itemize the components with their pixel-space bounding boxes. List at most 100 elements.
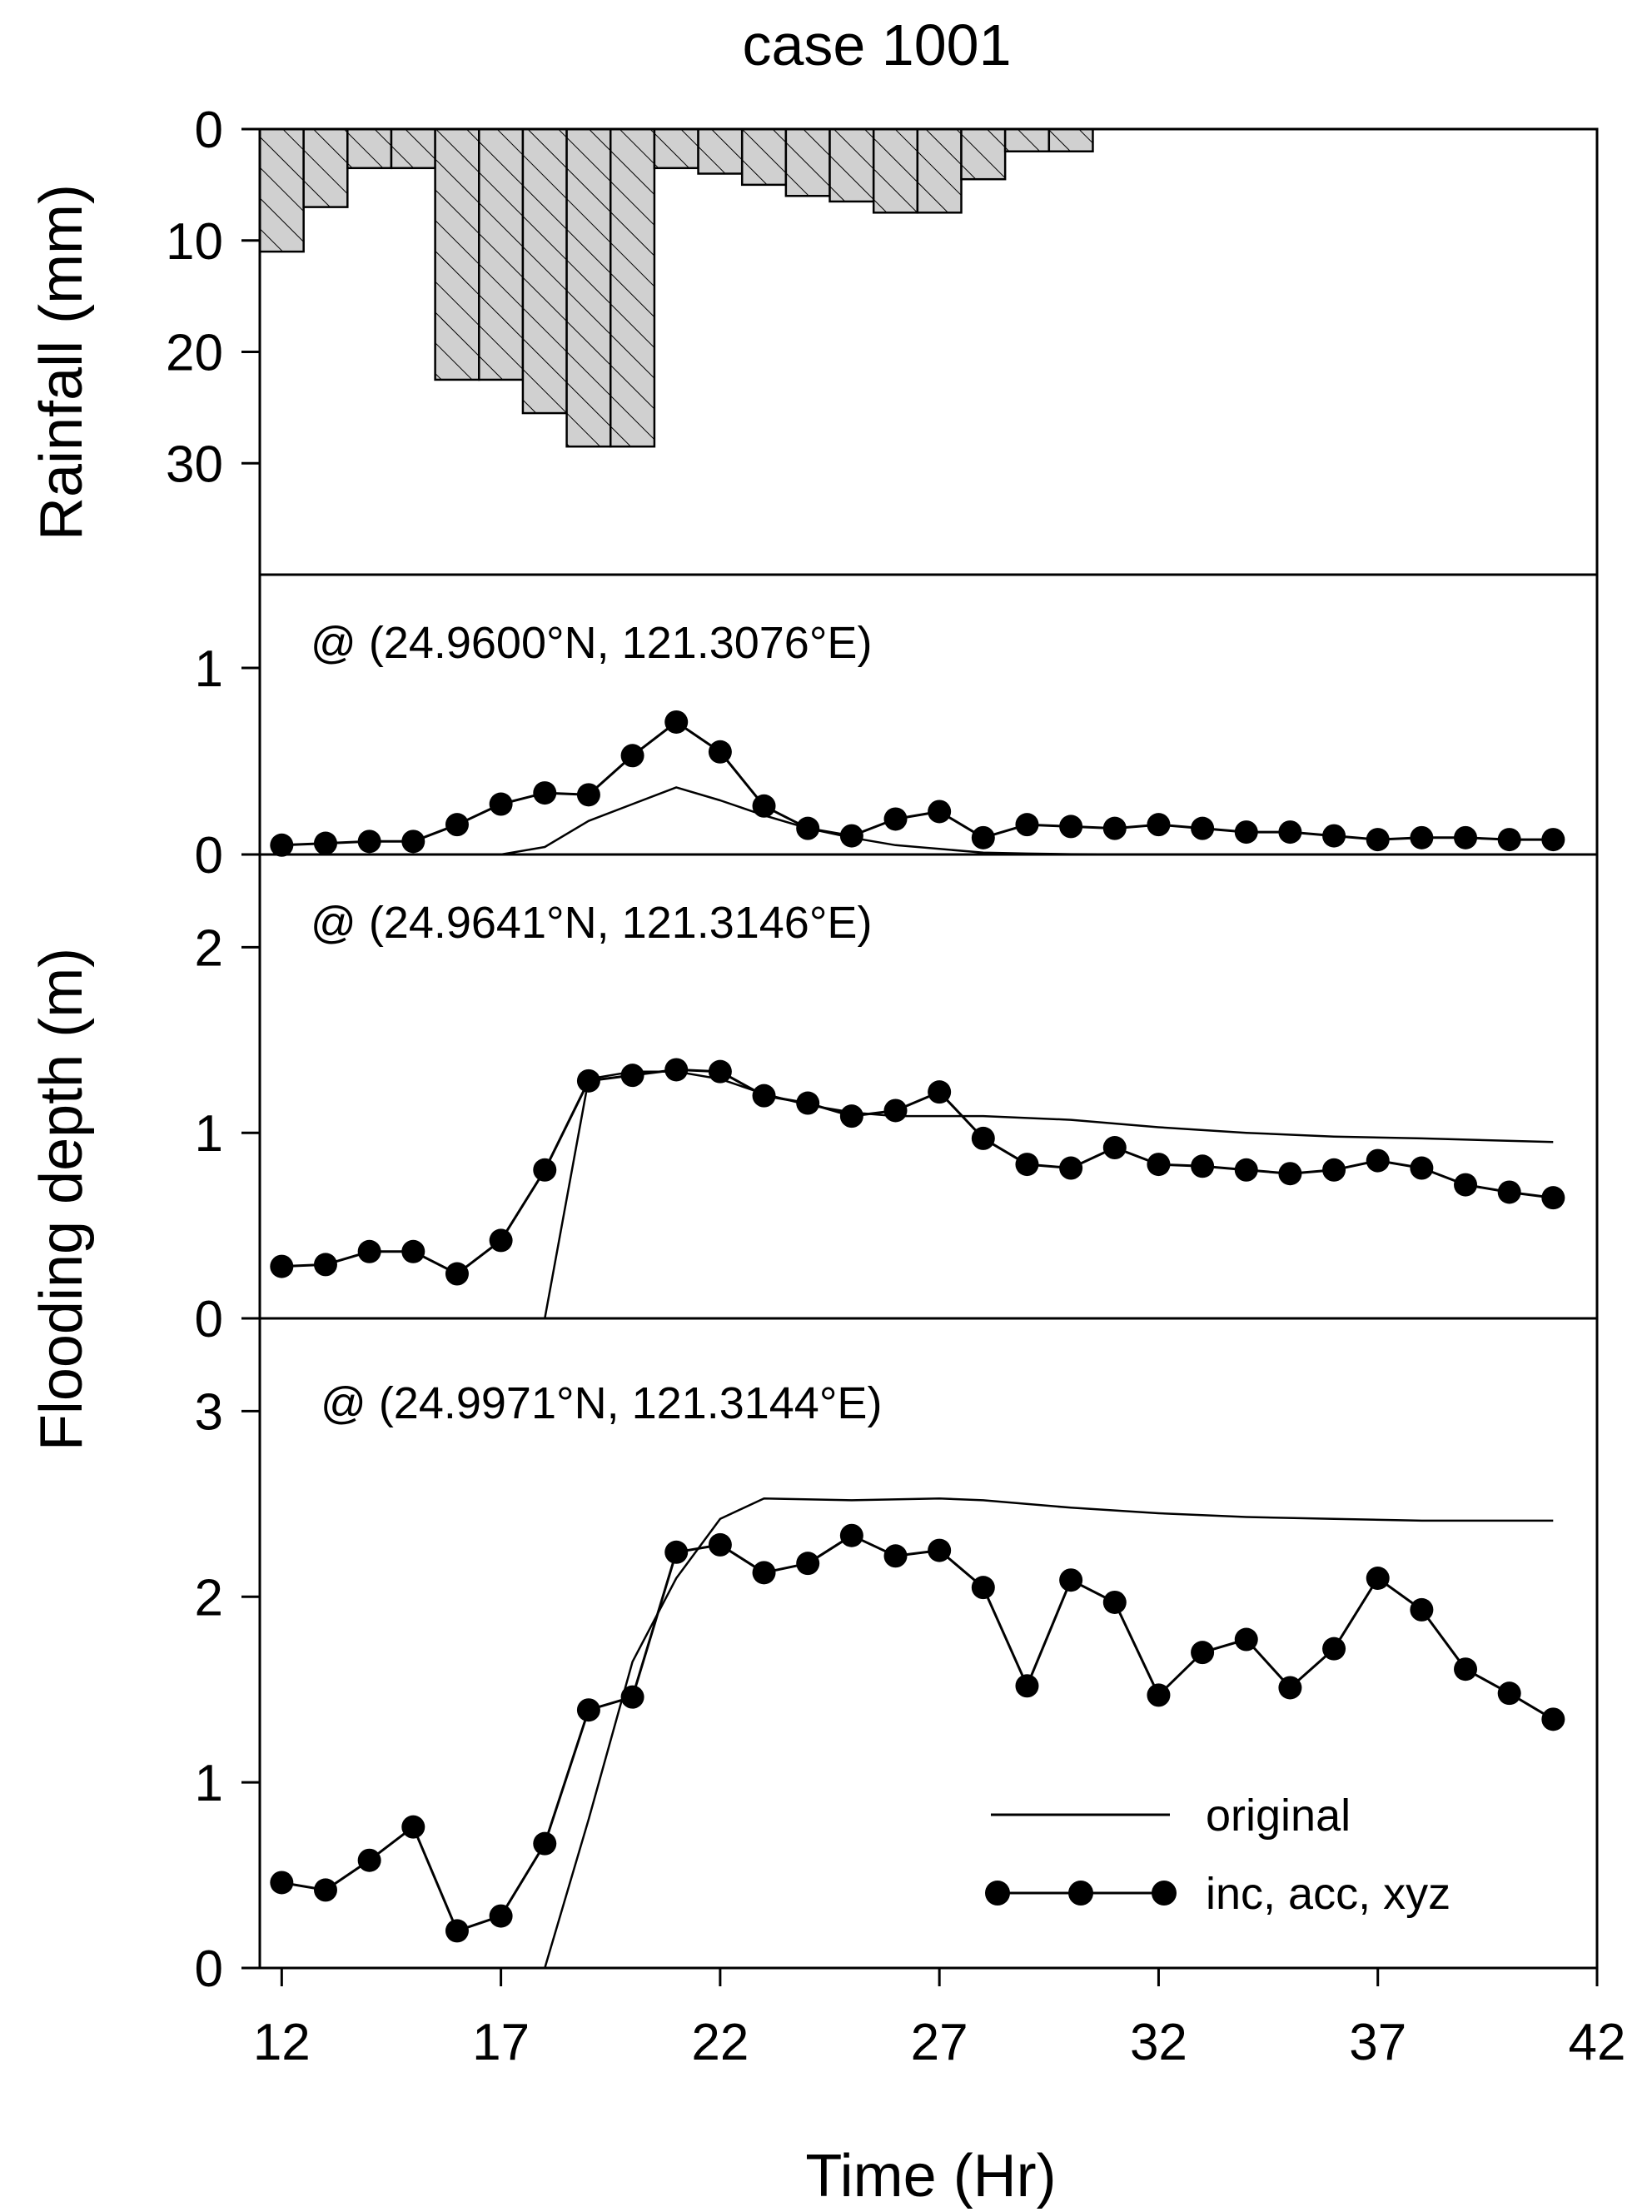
data-point <box>1234 1627 1258 1652</box>
x-tick-label: 22 <box>691 2014 749 2071</box>
rain-bar <box>302 127 349 208</box>
panel-annotation: @ (24.9641°N, 121.3146°E) <box>311 898 872 948</box>
data-point <box>1015 1153 1039 1177</box>
y-tick-label: 0 <box>195 102 223 159</box>
data-point <box>1366 1148 1390 1173</box>
data-point <box>752 1084 776 1108</box>
data-point <box>1102 816 1127 840</box>
data-point <box>357 1239 381 1263</box>
data-point <box>883 1544 908 1568</box>
panel-annotation: @ (24.9971°N, 121.3144°E) <box>321 1378 882 1428</box>
series-line-inc-acc-xyz <box>281 720 1554 847</box>
data-point <box>971 1576 995 1600</box>
rain-bar <box>390 127 436 170</box>
series-line-original <box>281 1070 1554 1320</box>
rain-bar <box>960 127 1007 181</box>
panel-rain: 0 10 20 30 <box>166 102 1599 576</box>
data-point <box>1147 1683 1171 1707</box>
data-point <box>883 1099 908 1123</box>
data-point <box>1278 1162 1302 1186</box>
legend-marker <box>1152 1881 1177 1906</box>
data-point <box>971 1126 995 1150</box>
data-point <box>883 807 908 831</box>
data-point <box>270 1254 294 1278</box>
data-point <box>1015 813 1039 837</box>
rain-bar <box>1047 127 1094 152</box>
x-tick-label: 32 <box>1130 2014 1187 2071</box>
data-point <box>796 816 820 840</box>
rain-bar <box>740 127 788 187</box>
data-point <box>533 781 557 805</box>
data-point <box>1278 1676 1302 1700</box>
data-point <box>357 1848 381 1872</box>
rain-bar <box>1003 127 1051 152</box>
data-point <box>313 1878 337 1902</box>
x-tick-label: 17 <box>472 2014 530 2071</box>
y-axis-label-flooding: Flooding depth (m) <box>28 948 95 1451</box>
data-point <box>971 825 995 849</box>
data-point <box>1410 1597 1434 1622</box>
data-point <box>1410 1156 1434 1180</box>
rain-bar <box>434 127 480 381</box>
data-point <box>1059 815 1083 839</box>
data-point <box>1234 1158 1258 1182</box>
rain-bar <box>872 127 919 214</box>
data-point <box>445 1262 469 1286</box>
legend: original inc, acc, xyz <box>985 1791 1450 1919</box>
data-point <box>796 1552 820 1576</box>
rain-bar <box>653 127 699 170</box>
data-point <box>1102 1590 1127 1614</box>
rain-bar <box>697 127 744 175</box>
data-point <box>620 1685 644 1709</box>
data-point <box>620 1064 644 1088</box>
data-point <box>401 1239 425 1263</box>
data-point <box>1059 1568 1083 1592</box>
rain-bar <box>258 127 305 253</box>
y-tick-label: 10 <box>166 213 223 271</box>
rain-bar <box>478 127 525 381</box>
x-tick-label: 42 <box>1569 2014 1626 2071</box>
data-point <box>752 794 776 818</box>
y-tick-label: 1 <box>195 1755 223 1812</box>
x-tick-label: 12 <box>253 2014 311 2071</box>
data-point <box>928 1080 952 1104</box>
series-line-inc-acc-xyz <box>281 1068 1554 1275</box>
data-point <box>1322 824 1346 848</box>
data-point <box>1541 828 1565 852</box>
data-point <box>401 830 425 854</box>
rain-bar <box>565 127 612 448</box>
data-point <box>357 830 381 854</box>
data-point <box>708 740 732 764</box>
data-point <box>1059 1156 1083 1180</box>
data-point <box>576 783 600 807</box>
data-point <box>928 1538 952 1562</box>
data-point <box>1454 1657 1478 1681</box>
data-point <box>708 1059 732 1084</box>
legend-label-original: original <box>1206 1791 1351 1841</box>
y-tick-label: 3 <box>195 1383 223 1441</box>
rain-bar <box>784 127 831 197</box>
data-point <box>928 800 952 824</box>
rain-bar <box>346 127 393 170</box>
panel-frame <box>258 1317 1599 1970</box>
data-point <box>1147 813 1171 837</box>
data-point <box>708 1532 732 1557</box>
data-point <box>620 744 644 768</box>
data-point <box>839 824 863 848</box>
chart-title: case 1001 <box>742 12 1011 77</box>
data-point <box>1147 1153 1171 1177</box>
data-point <box>489 792 513 816</box>
panel-annotation: @ (24.9600°N, 121.3076°E) <box>311 618 872 668</box>
y-tick-label: 1 <box>195 1105 223 1163</box>
panel-site1: @ (24.9600°N, 121.3076°E) 0 1 <box>195 573 1599 884</box>
y-tick-label: 0 <box>195 1291 223 1348</box>
data-point <box>1497 1681 1521 1706</box>
data-point <box>533 1831 557 1856</box>
data-point <box>1191 1641 1215 1665</box>
data-point <box>1541 1186 1565 1210</box>
data-point <box>1278 820 1302 844</box>
data-point <box>664 1058 689 1082</box>
data-point <box>752 1561 776 1585</box>
y-tick-label: 0 <box>195 1940 223 1998</box>
